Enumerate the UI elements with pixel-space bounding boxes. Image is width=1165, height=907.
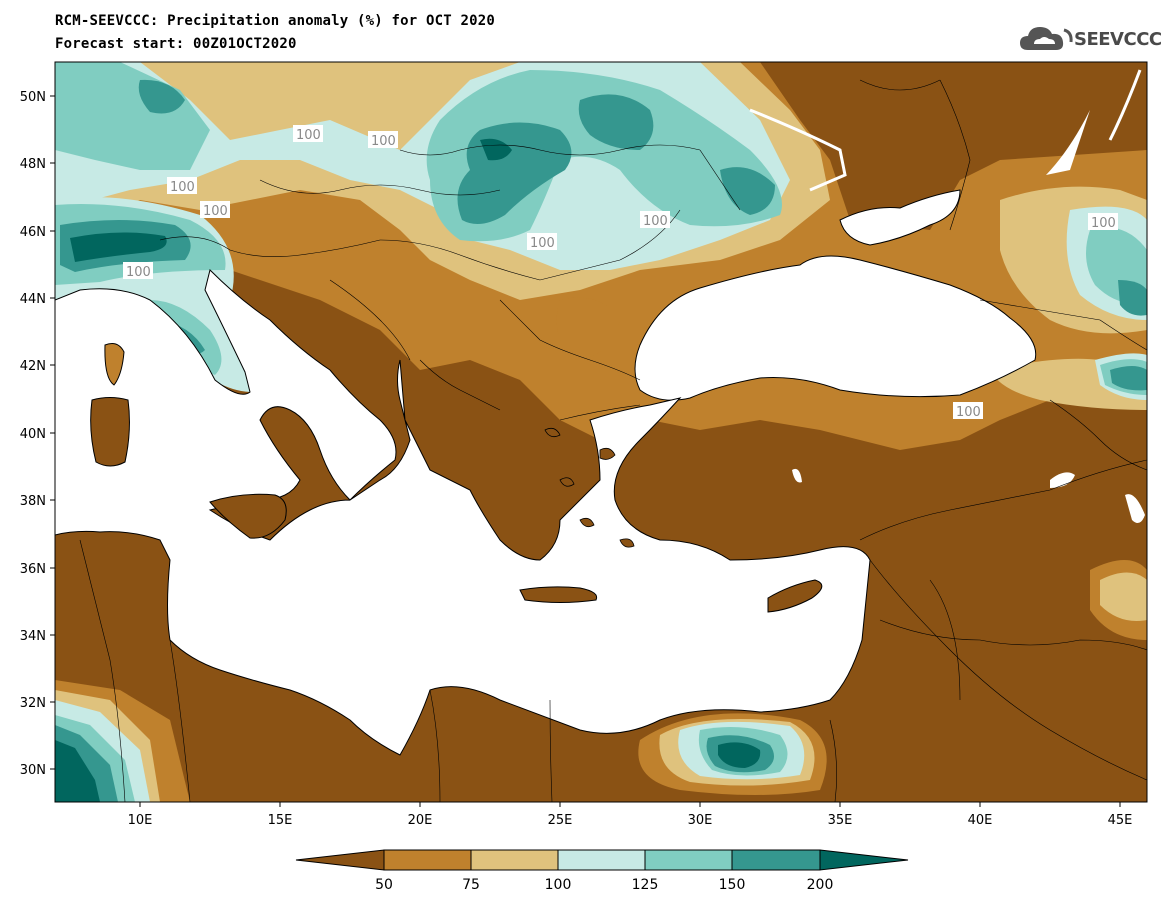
contour-label: 100: [643, 214, 668, 229]
lat-tick-label: 44N: [20, 292, 46, 307]
field-gt200: [718, 742, 761, 768]
colorbar-segment: [383, 849, 472, 871]
lon-tick-label: 45E: [1108, 813, 1133, 828]
contour-label-bg: [640, 211, 670, 228]
colorbar-label: 50: [375, 877, 393, 893]
colorbar-label: 200: [807, 877, 834, 893]
contour-label-bg: [123, 262, 153, 279]
lon-tick-label: 40E: [968, 813, 993, 828]
contour-label-bg: [953, 402, 983, 419]
contour-label: 100: [170, 180, 195, 195]
colorbar-segment: [470, 849, 559, 871]
island-aegean: [599, 447, 616, 460]
contour-label: 100: [956, 405, 981, 420]
colorbar-label: 100: [545, 877, 572, 893]
island-aegean: [544, 427, 561, 438]
lat-tick-label: 36N: [20, 562, 46, 577]
island-aegean: [619, 538, 635, 548]
lat-tick-label: 40N: [20, 427, 46, 442]
lake-urmia: [1125, 494, 1145, 524]
mediterranean-sea: [55, 269, 871, 756]
forecast-start-subtitle: Forecast start: 00Z01OCT2020: [55, 36, 297, 52]
lake-tuz: [792, 468, 802, 483]
lake-van: [1050, 472, 1075, 488]
lat-tick-label: 38N: [20, 494, 46, 509]
lon-tick-label: 25E: [548, 813, 573, 828]
island-aegean: [559, 477, 575, 487]
lon-tick-label: 20E: [408, 813, 433, 828]
field-150-200: [138, 79, 185, 114]
river-volga: [749, 108, 847, 192]
island-sicily: [209, 493, 287, 539]
island-cyprus: [767, 579, 823, 613]
cloud-icon: [1020, 27, 1073, 50]
contour-label: 100: [1091, 216, 1116, 231]
seevccc-logo: SEEVCCC: [1018, 22, 1162, 56]
contour-label: 100: [296, 128, 321, 143]
colorbar-label: 125: [632, 877, 659, 893]
field-gt200: [70, 232, 167, 262]
lon-tick-label: 35E: [828, 813, 853, 828]
field-gt200: [480, 138, 512, 161]
contour-label-bg: [527, 233, 557, 250]
lat-tick-label: 48N: [20, 157, 46, 172]
island-corsica: [104, 343, 125, 386]
colorbar-label: 150: [719, 877, 746, 893]
colorbar: 50 75 100 125 150 200: [295, 849, 909, 893]
lat-axis: 30N 32N 34N 36N 38N 40N 42N 44N 46N 48N …: [20, 90, 55, 778]
river-don: [1108, 69, 1142, 141]
field-75-100: [1100, 572, 1147, 621]
lat-tick-label: 30N: [20, 763, 46, 778]
logo-text: SEEVCCC: [1074, 29, 1162, 50]
field-150-200: [578, 94, 654, 150]
lat-tick-label: 46N: [20, 225, 46, 240]
field-150-200: [1118, 280, 1147, 316]
field-gt200: [55, 740, 100, 802]
lat-tick-label: 42N: [20, 359, 46, 374]
colorbar-segment: [557, 849, 646, 871]
sea-of-azov: [839, 189, 961, 246]
lon-axis: 10E 15E 20E 25E 30E 35E 40E 45E: [128, 802, 1133, 828]
contour-label: 100: [530, 236, 555, 251]
contour-label: 100: [126, 265, 151, 280]
contour-label-bg: [293, 125, 323, 142]
lon-tick-label: 15E: [268, 813, 293, 828]
colorbar-segment: [644, 849, 733, 871]
colorbar-segment: [731, 849, 821, 871]
field-150-200: [1110, 366, 1147, 391]
island-aegean: [579, 517, 595, 528]
contour-labels: 100 100 100 100 100 100 100 100 100: [123, 125, 1118, 420]
contour-label: 100: [203, 204, 228, 219]
colorbar-arrow-high: [819, 849, 909, 871]
field-150-200: [720, 167, 775, 215]
lon-tick-label: 30E: [688, 813, 713, 828]
lat-tick-label: 34N: [20, 629, 46, 644]
field-50-75: [556, 297, 620, 360]
anomaly-field: [55, 62, 1147, 802]
contour-label-bg: [200, 201, 230, 218]
contour-label-bg: [368, 131, 398, 148]
country-borders: [79, 79, 1147, 802]
lat-tick-label: 32N: [20, 696, 46, 711]
contour-label-bg: [1088, 213, 1118, 230]
map-title: RCM-SEEVCCC: Precipitation anomaly (%) f…: [55, 13, 496, 29]
black-sea: [634, 255, 1037, 401]
lake-caspian-edge: [1046, 110, 1090, 175]
colorbar-label: 75: [462, 877, 480, 893]
map-frame: [54, 61, 1148, 803]
island-sardinia: [90, 397, 130, 467]
lon-tick-label: 10E: [128, 813, 153, 828]
colorbar-arrow-low: [295, 849, 385, 871]
lat-tick-label: 50N: [20, 90, 46, 105]
island-crete: [519, 586, 598, 603]
contour-label-bg: [167, 177, 197, 194]
contour-label: 100: [371, 134, 396, 149]
